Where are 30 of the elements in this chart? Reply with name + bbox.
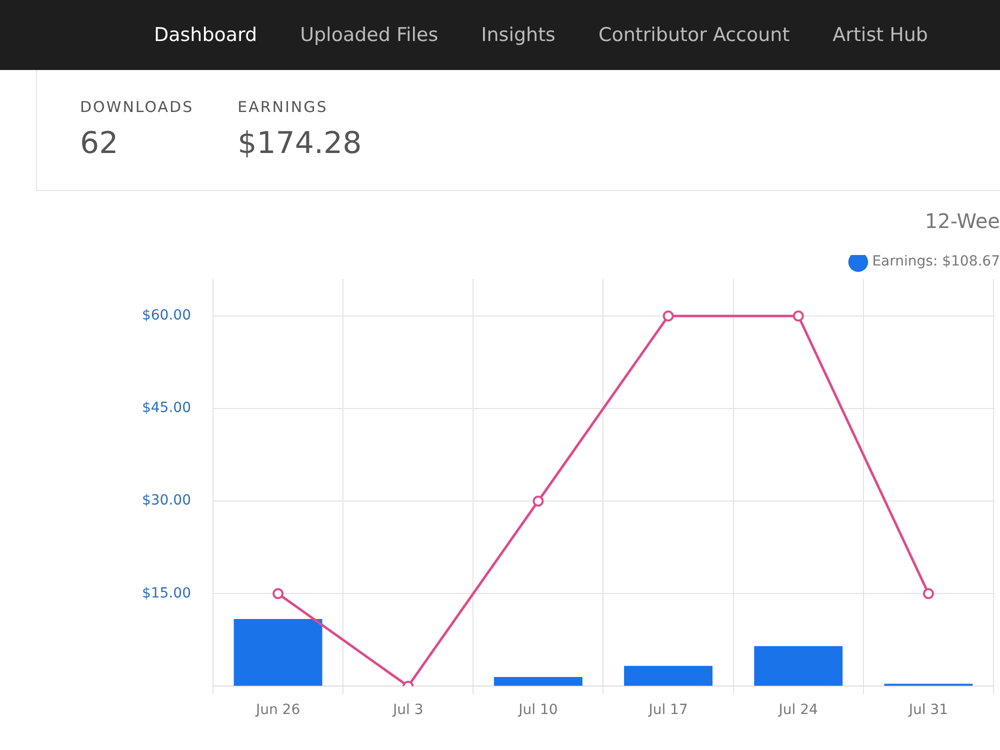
x-tick-label: Jul 31 — [908, 702, 948, 718]
bar — [624, 666, 713, 686]
y-tick-label: $30.00 — [142, 492, 191, 509]
y-tick-label: $60.00 — [142, 308, 191, 324]
point — [532, 496, 544, 507]
chart-title: 12-Wee — [924, 209, 1000, 234]
x-tick-label: Jun 26 — [254, 702, 300, 718]
text: Contributor Account — [598, 24, 790, 46]
text: DOWNLOADS — [80, 98, 194, 116]
legend-label: Earnings: $108.67 — [872, 254, 1000, 270]
text: Uploaded Files — [300, 24, 438, 46]
bar — [494, 676, 582, 686]
point — [662, 310, 674, 322]
point — [922, 588, 934, 600]
x-tick-label: Jul 10 — [518, 702, 558, 718]
point — [792, 310, 804, 322]
text: Insights — [481, 24, 556, 46]
point — [272, 588, 284, 600]
text: $174.28 — [238, 126, 362, 161]
text: Artist Hub — [832, 24, 928, 46]
text: 62 — [80, 126, 120, 161]
x-tick-label: Jul 3 — [392, 702, 424, 718]
bar — [234, 618, 322, 686]
x-tick-label: Jul 17 — [648, 702, 688, 718]
bar — [754, 646, 843, 686]
text: Dashboard — [154, 24, 258, 46]
text: EARNINGS — [238, 98, 329, 116]
x-tick-label: Jul 24 — [778, 702, 818, 718]
y-tick-label: $15.00 — [142, 585, 191, 602]
y-tick-label: $45.00 — [142, 400, 191, 416]
